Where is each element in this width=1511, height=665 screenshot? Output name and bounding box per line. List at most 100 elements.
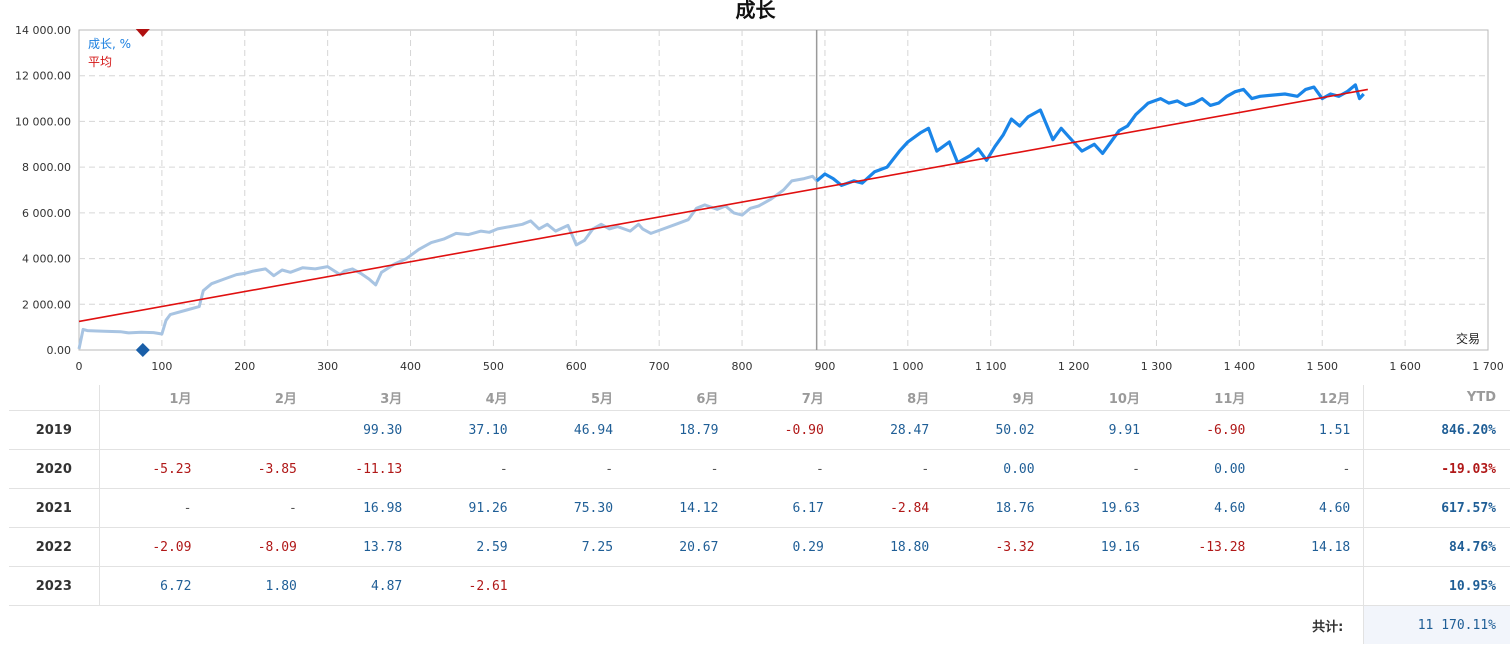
y-tick-label: 8 000.00	[22, 161, 71, 174]
x-tick-label: 1 600	[1389, 360, 1421, 373]
y-tick-label: 6 000.00	[22, 207, 71, 220]
month-value-cell: 7.25	[520, 527, 627, 567]
month-value-cell: -	[626, 449, 732, 489]
table-body: 2019 99.30 37.10 46.94 18.79 -0.90 28.47 50.02 9…	[9, 410, 1510, 606]
month-value-cell: -11.13	[309, 449, 416, 489]
x-tick-label: 1 700	[1472, 360, 1504, 373]
month-header: 2月	[204, 385, 310, 411]
growth-chart: 0.00 2 000.00 4 000.00 6 000.00 8 000.00 10 0…	[15, 24, 1504, 373]
year-cell: 2020	[9, 449, 100, 489]
month-value-cell: 6.17	[731, 488, 837, 528]
chart-series	[77, 83, 1368, 350]
legend-average: 平均	[88, 55, 112, 69]
month-value-cell: -2.84	[836, 488, 943, 528]
x-tick-label: 1 500	[1306, 360, 1338, 373]
month-value-cell: 50.02	[942, 410, 1048, 450]
month-header: 10月	[1047, 385, 1153, 411]
year-cell: 2023	[9, 566, 100, 606]
monthly-returns-table: 1月 2月 3月 4月 5月 6月 7月 8月 9月 10月 11月 12月 YTD 2019 99.30…	[9, 385, 1510, 644]
month-value-cell: 14.18	[1258, 527, 1364, 567]
ytd-cell: 617.57%	[1363, 488, 1510, 528]
month-header: 12月	[1258, 385, 1364, 411]
year-column-header	[9, 385, 100, 411]
x-tick-label: 600	[566, 360, 587, 373]
y-tick-label: 0.00	[47, 344, 72, 357]
month-value-cell: 4.60	[1258, 488, 1364, 528]
ytd-cell: 846.20%	[1363, 410, 1510, 450]
month-header: 11月	[1152, 385, 1259, 411]
month-value-cell: 0.00	[1152, 449, 1259, 489]
table-row: 2021- -16.98 91.26 75.30 14.12 6.17 -2.84 18.76…	[9, 488, 1510, 528]
chart-markers	[135, 29, 150, 357]
y-tick-label: 2 000.00	[22, 298, 71, 311]
y-tick-label: 4 000.00	[22, 253, 71, 266]
month-header: 5月	[520, 385, 627, 411]
y-tick-label: 10 000.00	[15, 115, 71, 128]
month-value-cell: 1.80	[204, 566, 310, 606]
month-value-cell: 6.72	[99, 566, 205, 606]
month-value-cell: 19.16	[1047, 527, 1153, 567]
bottom-marker-icon	[135, 343, 150, 357]
month-value-cell: -	[1047, 449, 1153, 489]
month-value-cell	[99, 410, 205, 450]
month-value-cell: 14.12	[626, 488, 732, 528]
month-value-cell: 16.98	[309, 488, 416, 528]
month-value-cell	[836, 566, 943, 606]
ytd-header: YTD	[1363, 385, 1510, 411]
x-tick-label: 1 300	[1141, 360, 1173, 373]
total-label: 共计:	[1312, 619, 1344, 635]
month-value-cell: 0.29	[731, 527, 837, 567]
month-value-cell	[204, 410, 310, 450]
month-value-cell: 37.10	[415, 410, 521, 450]
month-value-cell	[520, 566, 627, 606]
month-value-cell: -	[1258, 449, 1364, 489]
month-value-cell	[1258, 566, 1364, 606]
x-tick-label: 500	[483, 360, 504, 373]
month-value-cell: 2.59	[415, 527, 521, 567]
month-value-cell	[1152, 566, 1259, 606]
month-value-cell: 4.87	[309, 566, 416, 606]
month-value-cell: -3.32	[942, 527, 1048, 567]
month-header: 8月	[836, 385, 943, 411]
year-cell: 2021	[9, 488, 100, 528]
month-value-cell	[942, 566, 1048, 606]
x-tick-label: 1 000	[892, 360, 924, 373]
month-value-cell: -8.09	[204, 527, 310, 567]
month-value-cell: -	[836, 449, 943, 489]
x-tick-label: 1 400	[1224, 360, 1256, 373]
chart-title: 成长	[735, 0, 776, 22]
year-cell: 2019	[9, 410, 100, 450]
month-value-cell: -	[99, 488, 205, 528]
month-value-cell: -5.23	[99, 449, 205, 489]
month-value-cell: -	[520, 449, 627, 489]
month-value-cell: 18.79	[626, 410, 732, 450]
total-row: 共计: 11 170.11%	[9, 605, 1510, 644]
month-value-cell: -	[204, 488, 310, 528]
month-value-cell: 75.30	[520, 488, 627, 528]
month-value-cell: -6.90	[1152, 410, 1259, 450]
month-value-cell: 18.76	[942, 488, 1048, 528]
month-value-cell: -	[415, 449, 521, 489]
total-value: 11 170.11%	[1363, 605, 1510, 644]
month-value-cell: 91.26	[415, 488, 521, 528]
x-tick-label: 1 100	[975, 360, 1007, 373]
month-value-cell: -	[731, 449, 837, 489]
table-row: 2023 6.72 1.80 4.87 -2.61 10.95%	[9, 566, 1510, 606]
x-axis-label: 交易	[1456, 331, 1480, 346]
month-value-cell: -3.85	[204, 449, 310, 489]
month-header: 4月	[415, 385, 521, 411]
x-tick-label: 900	[814, 360, 835, 373]
average-line	[78, 88, 1368, 323]
x-tick-label: 300	[317, 360, 338, 373]
table-row: 2022 -2.09 -8.09 13.78 2.59 7.25 20.67 0.29 18.8…	[9, 527, 1510, 567]
chart-axes: 0.00 2 000.00 4 000.00 6 000.00 8 000.00 10 0…	[15, 24, 1504, 373]
y-tick-label: 14 000.00	[15, 24, 71, 37]
x-tick-label: 1 200	[1058, 360, 1090, 373]
month-header: 3月	[309, 385, 416, 411]
month-value-cell: 4.60	[1152, 488, 1259, 528]
month-value-cell: 28.47	[836, 410, 943, 450]
month-value-cell	[626, 566, 732, 606]
y-tick-label: 12 000.00	[15, 70, 71, 83]
month-value-cell: 9.91	[1047, 410, 1153, 450]
ytd-cell: -19.03%	[1363, 449, 1510, 489]
